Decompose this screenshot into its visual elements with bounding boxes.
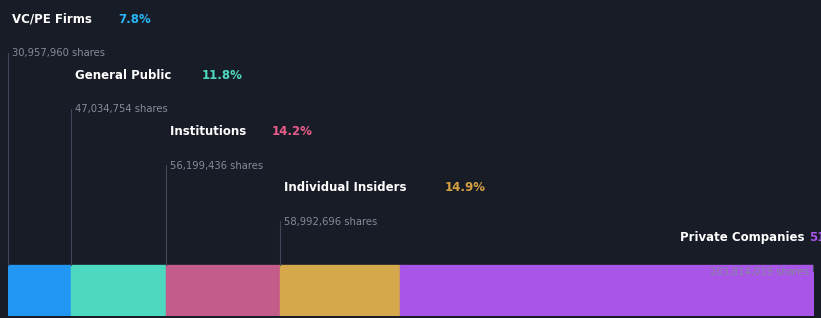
Text: 58,992,696 shares: 58,992,696 shares bbox=[284, 217, 378, 227]
Text: General Public: General Public bbox=[75, 69, 176, 82]
Text: 14.9%: 14.9% bbox=[444, 181, 485, 194]
Text: 7.8%: 7.8% bbox=[118, 12, 151, 25]
Text: Private Companies: Private Companies bbox=[680, 231, 809, 244]
Text: 203,814,019 shares: 203,814,019 shares bbox=[709, 266, 809, 277]
Text: Individual Insiders: Individual Insiders bbox=[284, 181, 410, 194]
Text: VC/PE Firms: VC/PE Firms bbox=[12, 12, 96, 25]
Text: 47,034,754 shares: 47,034,754 shares bbox=[75, 104, 167, 114]
Text: 30,957,960 shares: 30,957,960 shares bbox=[12, 48, 105, 59]
Text: 56,199,436 shares: 56,199,436 shares bbox=[170, 161, 263, 170]
Text: 51.3%: 51.3% bbox=[809, 231, 821, 244]
Text: 11.8%: 11.8% bbox=[202, 69, 243, 82]
Text: 14.2%: 14.2% bbox=[272, 125, 313, 138]
Text: Institutions: Institutions bbox=[170, 125, 250, 138]
